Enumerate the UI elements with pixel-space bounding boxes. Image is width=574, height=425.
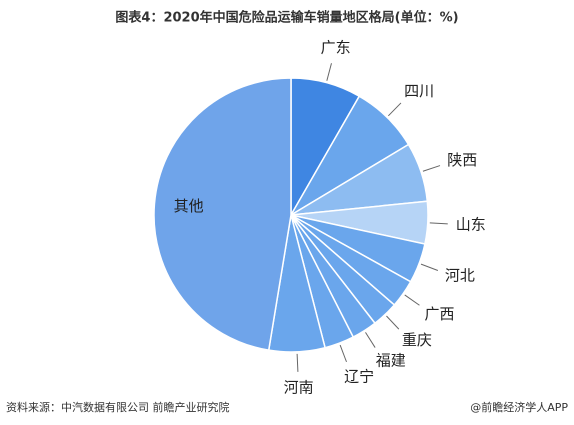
slice-label: 其他	[174, 197, 204, 215]
leader-line	[296, 353, 299, 372]
leader-line	[386, 315, 400, 330]
slice-label: 广东	[321, 38, 351, 56]
pie-slice	[153, 77, 292, 352]
slice-label: 福建	[376, 352, 406, 370]
slice-label: 河南	[284, 378, 314, 396]
slice-label: 广西	[425, 305, 455, 323]
leader-line	[420, 263, 439, 271]
leader-line	[429, 222, 448, 225]
leader-line	[365, 332, 376, 348]
leader-line	[339, 344, 347, 363]
leader-line	[326, 63, 332, 81]
slice-label: 陕西	[447, 151, 477, 169]
leader-line	[404, 294, 420, 306]
slice-label: 辽宁	[344, 367, 374, 385]
slice-label: 四川	[404, 82, 434, 100]
leader-line	[388, 102, 402, 117]
slice-label: 山东	[456, 215, 486, 233]
leader-line	[422, 165, 441, 172]
chart-title: 图表4：2020年中国危险品运输车销量地区格局(单位：%)	[115, 10, 458, 26]
slice-label: 河北	[445, 267, 475, 285]
brand: @前瞻经济学人APP	[470, 400, 568, 414]
source: 资料来源：中汽数据有限公司 前瞻产业研究院	[6, 400, 230, 414]
slice-label: 重庆	[402, 331, 432, 349]
